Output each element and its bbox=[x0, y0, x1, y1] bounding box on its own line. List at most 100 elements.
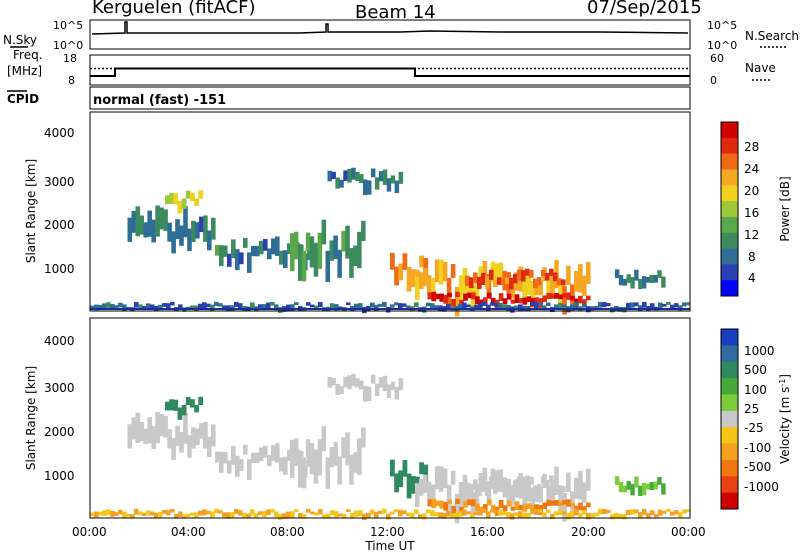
vel-marks-cell bbox=[238, 510, 243, 516]
power-marks-cell bbox=[367, 180, 372, 195]
vel-marks-cell bbox=[374, 511, 379, 518]
vel-marks-cell bbox=[174, 514, 179, 519]
vel-marks-cell bbox=[426, 482, 432, 500]
vel-marks-cell bbox=[518, 504, 524, 511]
vel-marks-cell bbox=[550, 500, 555, 506]
vel-marks-cell bbox=[479, 506, 484, 513]
power-marks-cell bbox=[426, 275, 432, 293]
power-marks-cell bbox=[339, 179, 344, 188]
power-marks-cell bbox=[485, 276, 490, 290]
vel-marks-cell bbox=[435, 500, 440, 507]
power-marks-cell bbox=[235, 249, 240, 271]
vel-marks-cell bbox=[645, 483, 651, 490]
power-marks-cell bbox=[653, 274, 658, 283]
vel-marks-cell bbox=[517, 476, 522, 488]
nsky-left-tick-bottom: 10^0 bbox=[53, 39, 83, 52]
vel-marks-cell bbox=[333, 442, 338, 466]
power-marks-cell bbox=[578, 295, 583, 304]
vel-marks-cell bbox=[398, 378, 404, 391]
vel-marks-cell bbox=[338, 513, 343, 517]
power-marks-cell bbox=[374, 177, 380, 190]
power-marks-cell bbox=[394, 180, 400, 194]
power-marks-cell bbox=[598, 301, 603, 308]
power-marks-cell bbox=[169, 192, 174, 204]
power-marks-cell bbox=[215, 244, 220, 256]
power-marks-cell bbox=[313, 242, 319, 277]
power-marks-cell bbox=[514, 305, 519, 309]
power-marks-cell bbox=[98, 304, 103, 309]
power-marks-cell bbox=[127, 217, 133, 242]
power-marks-cell bbox=[293, 231, 299, 260]
vel-marks-cell bbox=[351, 374, 356, 386]
power-marks-cell bbox=[549, 268, 554, 276]
vel-marks-cell bbox=[354, 510, 359, 517]
vel-marks-cell bbox=[469, 484, 474, 495]
vel-marks-cell bbox=[526, 479, 531, 502]
vel-marks-cell bbox=[219, 451, 224, 473]
power-marks-cell bbox=[482, 261, 488, 280]
vel-marks-cell bbox=[222, 512, 227, 518]
x-tick-0400: 04:00 bbox=[171, 525, 206, 539]
power-marks-cell bbox=[187, 228, 192, 252]
vel-marks-cell bbox=[442, 468, 448, 489]
vel-marks-cell bbox=[419, 462, 424, 475]
vel-marks-cell bbox=[177, 407, 183, 420]
power-marks-cell bbox=[574, 301, 579, 308]
power-marks-cell bbox=[325, 250, 330, 282]
power-marks-cell bbox=[505, 277, 510, 284]
vel-marks-cell bbox=[262, 511, 267, 518]
power-marks-cell bbox=[185, 190, 191, 199]
vel-marks-cell bbox=[386, 513, 391, 520]
power-marks-cell bbox=[514, 294, 520, 303]
vel-marks-cell bbox=[357, 438, 362, 475]
power-marks-cell bbox=[442, 261, 448, 282]
vel-marks-cell bbox=[514, 512, 519, 516]
power-marks-cell bbox=[382, 301, 387, 307]
power-marks-cell bbox=[251, 245, 256, 257]
vel-marks-cell bbox=[450, 513, 455, 518]
vel-marks-cell bbox=[474, 512, 479, 515]
power-marks-cell bbox=[641, 276, 647, 289]
vel-marks-cell bbox=[139, 422, 144, 442]
vel-marks-cell bbox=[473, 479, 478, 490]
vel-marks-cell bbox=[522, 512, 527, 518]
power-marks-cell bbox=[314, 305, 319, 309]
power-y-tick-4000: 4000 bbox=[44, 126, 75, 140]
power-marks-cell bbox=[557, 278, 562, 286]
vel-marks-cell bbox=[578, 470, 583, 500]
vel-marks-cell bbox=[147, 417, 152, 444]
vel-marks-cell bbox=[247, 459, 252, 480]
power-marks-cell bbox=[398, 303, 403, 310]
power-marks-cell bbox=[390, 252, 395, 270]
power-marks-cell bbox=[110, 304, 115, 310]
vel-marks-cell bbox=[430, 484, 436, 508]
power-marks-cell bbox=[415, 276, 420, 301]
power-marks-cell bbox=[545, 273, 550, 281]
power-cbar-swatch bbox=[721, 185, 738, 202]
vel-marks-cell bbox=[438, 512, 443, 518]
power-marks-cell bbox=[498, 262, 504, 283]
power-marks-cell bbox=[474, 278, 480, 306]
vel-marks-cell bbox=[466, 511, 471, 515]
power-marks-cell bbox=[321, 219, 327, 245]
vel-marks-cell bbox=[347, 375, 352, 389]
power-marks-cell bbox=[206, 303, 211, 308]
power-marks-cell bbox=[90, 305, 95, 309]
vel-marks-cell bbox=[206, 510, 211, 515]
vel-marks-cell bbox=[331, 378, 336, 386]
power-panel: 4000 3000 2000 1000 Slant Range [km] bbox=[24, 111, 691, 317]
power-marks-cell bbox=[566, 292, 571, 300]
power-marks-cell bbox=[211, 217, 216, 240]
vel-cbar-swatch bbox=[721, 476, 738, 494]
power-marks-cell bbox=[526, 273, 531, 295]
velocity-colorbar-label: Velocity [m s-1] bbox=[778, 374, 792, 464]
vel-marks-cell bbox=[529, 476, 534, 485]
power-marks-cell bbox=[658, 302, 663, 309]
power-marks-cell bbox=[175, 219, 180, 240]
vel-cbar-tick-100: 100 bbox=[744, 383, 767, 397]
vel-y-label: Slant Range [km] bbox=[24, 366, 38, 470]
vel-marks-cell bbox=[286, 511, 291, 518]
power-marks-cell bbox=[426, 302, 431, 307]
vel-marks-cell bbox=[414, 509, 419, 514]
power-marks-cell bbox=[542, 305, 547, 311]
